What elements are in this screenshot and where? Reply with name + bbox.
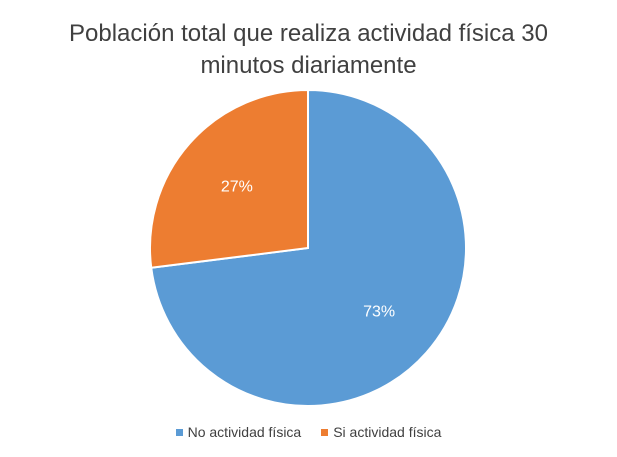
legend-swatch-si-actividad xyxy=(321,428,329,436)
legend-label-si-actividad: Si actividad física xyxy=(333,424,442,440)
legend-item-si-actividad: Si actividad física xyxy=(321,424,441,440)
chart-title-line-2: minutos diariamente xyxy=(200,52,417,79)
legend-swatch-no-actividad xyxy=(175,428,183,436)
chart-legend: No actividad física Si actividad física xyxy=(0,424,617,440)
legend-item-no-actividad: No actividad física xyxy=(175,424,302,440)
chart-title-line-1: Población total que realiza actividad fí… xyxy=(69,20,548,47)
pie-slice-si-actividad xyxy=(149,88,309,269)
slice-label-si-actividad: 27% xyxy=(221,178,253,195)
slice-label-no-actividad: 73% xyxy=(363,304,395,321)
legend-label-no-actividad: No actividad física xyxy=(187,424,302,440)
chart-title: Población total que realiza actividad fí… xyxy=(0,18,617,82)
